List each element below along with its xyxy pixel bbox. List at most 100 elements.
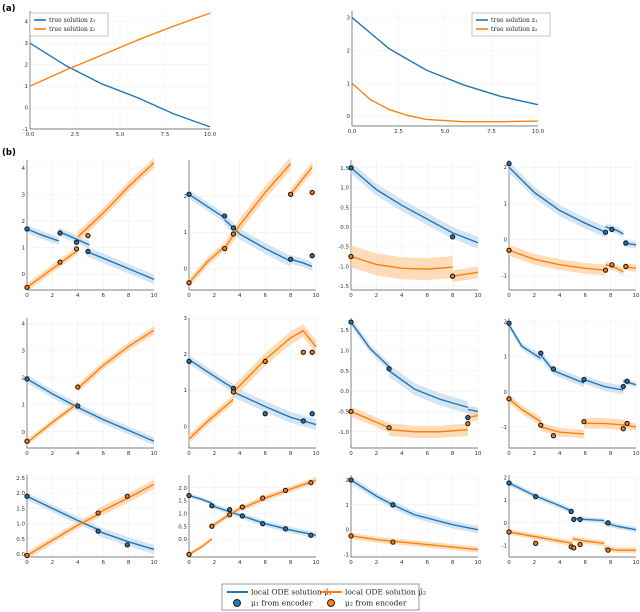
encoder-point-2 <box>533 540 539 546</box>
encoder-point-1 <box>95 528 101 534</box>
uncertainty-band <box>509 161 606 238</box>
series-line-1 <box>26 378 155 442</box>
series-line-2 <box>188 246 226 284</box>
x-tick-label: 5.0 <box>441 129 450 135</box>
legend-a1-z1: true solution z₁ <box>49 17 95 24</box>
encoder-point-1 <box>308 532 314 538</box>
series-line-2 <box>26 402 79 444</box>
encoder-point-1 <box>506 480 512 486</box>
series-line-2 <box>452 271 479 277</box>
uncertainty-band <box>189 242 225 288</box>
encoder-point-1 <box>390 502 396 508</box>
y-tick-label: 1.5 <box>340 166 349 172</box>
x-tick-label: 4 <box>558 451 562 457</box>
panel-r1c4: 0 2 4 6 8 10 -1 0 1 2 <box>502 160 640 299</box>
legend-b-pt1-swatch <box>233 599 241 607</box>
encoder-point-2 <box>602 267 609 273</box>
x-tick-label: 2 <box>213 293 217 299</box>
encoder-point-2 <box>348 408 354 415</box>
x-tick-label: 8 <box>127 451 131 457</box>
y-tick-label: 0.0 <box>178 537 187 543</box>
uncertainty-band <box>605 261 624 276</box>
x-tick-label: 4 <box>238 293 242 299</box>
y-tick-label: 3 <box>22 349 26 355</box>
y-tick-label: -0.5 <box>338 409 349 415</box>
panel-r2c3: 0 2 4 6 8 10 -1.0 -0.5 0.0 0.5 1.0 1.5 <box>338 318 482 457</box>
y-tick-label: 2.0 <box>178 486 187 492</box>
y-tick-label: -1 <box>23 127 28 133</box>
encoder-point-1 <box>226 506 233 513</box>
series-line-1 <box>583 378 624 391</box>
uncertainty-band <box>351 245 453 281</box>
series-line-2 <box>572 538 605 545</box>
y-tick-label: 2 <box>504 165 508 171</box>
uncertainty-band <box>242 512 316 539</box>
series-line-1 <box>242 515 317 536</box>
series-line-2 <box>77 162 155 238</box>
series-line-2 <box>389 429 468 433</box>
y-tick-label: 0 <box>184 424 188 430</box>
encoder-point-2 <box>300 349 306 355</box>
encoder-point-1 <box>348 319 354 325</box>
encoder-point-2 <box>57 259 63 265</box>
legend-a1-z2: true solution z₂ <box>49 26 96 33</box>
x-tick-label: 10 <box>475 560 482 566</box>
encoder-point-2 <box>577 541 583 548</box>
x-tick-label: 2.5 <box>71 132 80 138</box>
x-tick-label: 10 <box>475 293 482 299</box>
y-tick-label: 0.0 <box>340 389 349 395</box>
uncertainty-band <box>77 326 154 393</box>
series-line-2 <box>211 506 243 527</box>
encoder-point-2 <box>239 504 245 510</box>
uncertainty-band <box>509 321 541 362</box>
series-line-1 <box>188 358 234 390</box>
encoder-point-1 <box>465 414 471 421</box>
x-tick-label: 6 <box>263 451 267 457</box>
series-line-1 <box>508 166 606 233</box>
x-tick-label: 0 <box>349 451 353 457</box>
x-tick-label: 6 <box>101 293 105 299</box>
x-tick-label: 4 <box>400 293 404 299</box>
x-tick-label: 10 <box>151 293 158 299</box>
y-tick-label: 1.0 <box>16 522 25 528</box>
series-line-2 <box>29 12 211 87</box>
encoder-point-1 <box>506 320 512 326</box>
y-tick-label: 2 <box>184 352 188 358</box>
y-tick-label: 4 <box>22 321 26 327</box>
panel-r1c2: 0 2 4 6 8 10 0 1 2 <box>184 157 320 299</box>
x-tick-label: 8 <box>289 293 293 299</box>
encoder-point-1 <box>73 239 80 245</box>
encoder-point-2 <box>538 422 544 428</box>
x-tick-label: 2 <box>213 451 217 457</box>
series-line-2 <box>350 255 453 270</box>
series-line-2 <box>232 329 317 393</box>
series-line-1 <box>58 230 90 246</box>
series-line-2 <box>351 82 539 123</box>
encoder-point-1 <box>24 376 30 382</box>
uncertainty-band <box>509 480 573 515</box>
x-tick-label: 6 <box>263 560 267 566</box>
encoder-point-1 <box>386 366 392 372</box>
encoder-point-2 <box>605 547 611 553</box>
encoder-point-1 <box>209 503 215 509</box>
x-tick-label: 8 <box>451 451 455 457</box>
y-tick-label: 0 <box>346 528 350 534</box>
encoder-point-2 <box>221 245 228 252</box>
x-tick-label: 0 <box>25 560 29 566</box>
x-tick-label: 10.0 <box>204 132 217 138</box>
legend-a2-z2: true solution z₂ <box>491 26 538 33</box>
uncertainty-band <box>224 214 291 267</box>
legend-a2: true solution z₁ true solution z₂ <box>471 12 551 37</box>
encoder-point-2 <box>209 523 215 529</box>
series-line-1 <box>508 482 573 513</box>
series-line-2 <box>508 398 542 423</box>
encoder-point-2 <box>581 418 587 425</box>
y-tick-label: 1 <box>346 503 350 509</box>
y-tick-label: 0 <box>22 272 26 278</box>
x-tick-label: 2 <box>51 293 55 299</box>
legend-a1-box <box>29 12 109 37</box>
series-line-1 <box>26 495 99 531</box>
series-line-1 <box>290 258 313 268</box>
uncertainty-band <box>540 350 584 388</box>
encoder-point-1 <box>620 383 626 390</box>
